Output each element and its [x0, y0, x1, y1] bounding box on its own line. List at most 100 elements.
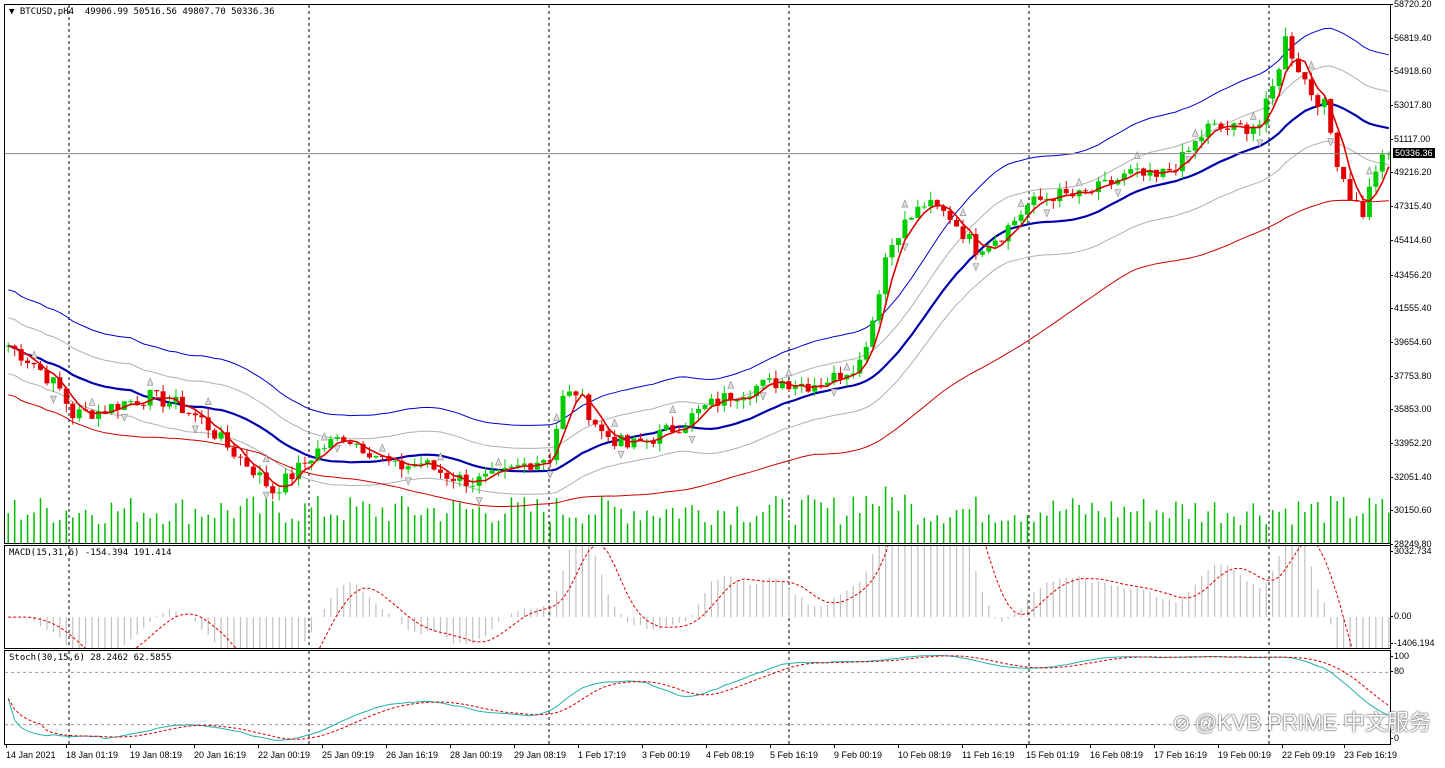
price-axis: 58720.20 56819.40 54918.60 53017.80 51117.00… [1389, 0, 1445, 549]
time-tick-label: 25 Jan 09:19 [322, 745, 375, 760]
time-tick-label: 23 Feb 16:19 [1344, 745, 1398, 760]
price-tick-label: 47315.40 [1390, 201, 1432, 212]
macd-tick-label: 3032.734 [1390, 546, 1432, 556]
candle-body [586, 394, 592, 420]
candle-body [489, 470, 495, 474]
candle-body [508, 466, 514, 468]
candle-body [1250, 127, 1256, 134]
candle-body [670, 425, 676, 433]
candle-body [205, 417, 211, 431]
candle-body [134, 401, 140, 405]
candle-body [1302, 72, 1308, 80]
candle-body [1218, 123, 1224, 129]
dropdown-arrow-icon[interactable]: ▼ [9, 7, 15, 17]
candle-body [437, 469, 443, 473]
candle-body [1031, 196, 1037, 205]
candle-body [102, 411, 108, 414]
slow-ma-line [8, 199, 1389, 507]
price-tick-label: 33952.20 [1390, 437, 1432, 448]
price-tick-label: 32051.40 [1390, 471, 1432, 482]
candle-body [631, 438, 637, 448]
candle-body [70, 403, 76, 419]
candle-body [1347, 179, 1353, 201]
fractal-down-marker [262, 491, 270, 500]
price-tick-label: 43456.20 [1390, 269, 1432, 280]
stochastic-tick-label: 100 [1389, 651, 1410, 661]
time-tick-label: 19 Feb 00:19 [1218, 745, 1272, 760]
candle-body [1360, 201, 1366, 217]
time-tick-label: 20 Jan 16:19 [194, 745, 247, 760]
weibo-logo-icon: ⊘ [1172, 710, 1191, 735]
fractal-up-marker [901, 199, 909, 208]
time-tick-label: 22 Jan 00:19 [258, 745, 311, 760]
candle-body [276, 492, 282, 494]
candle-body [547, 459, 553, 461]
candle-body [96, 411, 102, 419]
candle-body [308, 460, 314, 464]
candle-body [1095, 181, 1101, 193]
price-chart-panel[interactable]: ▼ BTCUSD,pH4 49906.99 50516.56 49807.70 … [4, 4, 1391, 544]
stochastic-tick-label: 80 [1389, 666, 1405, 677]
fractal-up-marker [785, 368, 793, 377]
stochastic-signal-line [7, 655, 1390, 740]
candle-body [812, 385, 818, 392]
time-tick-label: 15 Feb 01:19 [1026, 745, 1080, 760]
candle-body [347, 441, 353, 444]
candle-body [599, 424, 605, 432]
candle-body [934, 200, 940, 207]
candle-body [960, 226, 966, 239]
macd-panel[interactable]: MACD(15,31,6) -154.394 191.414 [4, 545, 1391, 649]
candle-body [1018, 214, 1024, 221]
candle-body [715, 398, 721, 406]
time-tick-label: 19 Jan 08:19 [130, 745, 183, 760]
candle-body [366, 453, 372, 458]
stochastic-panel[interactable]: Stoch(30,15,6) 28.2462 62.5855 [4, 650, 1391, 745]
candle-body [334, 437, 340, 439]
candle-body [283, 473, 289, 493]
candle-body [1179, 152, 1185, 172]
macd-label: MACD(15,31,6) -154.394 191.414 [9, 548, 172, 558]
fractal-up-marker [88, 397, 96, 406]
candle-body [541, 459, 547, 463]
candle-body [128, 401, 134, 403]
candle-body [1334, 132, 1340, 167]
candle-body [515, 465, 521, 467]
time-tick-label: 28 Jan 00:19 [450, 745, 503, 760]
candle-body [741, 397, 747, 401]
candle-body [708, 398, 714, 406]
time-tick-label: 1 Feb 17:19 [578, 745, 627, 760]
macd-tick-label: 0.00 [1390, 611, 1412, 622]
candle-body [663, 425, 669, 430]
candle-body [76, 409, 82, 419]
candle-body [973, 234, 979, 255]
candle-body [1328, 99, 1334, 133]
fractal-down-marker [1114, 189, 1122, 198]
stochastic-main-line [7, 654, 1390, 741]
price-tick-label: 51117.00 [1389, 133, 1431, 144]
candle-body [186, 413, 192, 415]
fractal-down-marker [475, 497, 483, 506]
candle-body [825, 382, 831, 386]
time-tick-label: 16 Feb 08:19 [1090, 745, 1144, 760]
middle-ma-line [7, 102, 1390, 473]
candle-body [263, 472, 269, 487]
candle-body [141, 404, 147, 406]
candle-body [1076, 190, 1082, 197]
candle-body [1212, 123, 1218, 125]
candle-body [883, 257, 889, 295]
stochastic-axis: 100 80 0 [1389, 650, 1445, 745]
time-tick-label: 9 Feb 00:19 [834, 745, 883, 760]
candle-body [502, 467, 508, 470]
symbol-info-label: ▼ BTCUSD,pH4 49906.99 50516.56 49807.70 … [9, 7, 275, 17]
candle-body [1341, 166, 1347, 180]
candle-body [999, 240, 1005, 242]
candle-body [44, 369, 50, 384]
envelope-upper-line [8, 65, 1389, 449]
candle-body [1276, 69, 1282, 87]
candle-body [618, 435, 624, 447]
candle-body [754, 385, 760, 397]
candle-body [1083, 190, 1089, 192]
candle-body [121, 401, 127, 411]
fractal-up-marker [727, 380, 735, 389]
price-tick-label: 45414.60 [1390, 234, 1432, 245]
